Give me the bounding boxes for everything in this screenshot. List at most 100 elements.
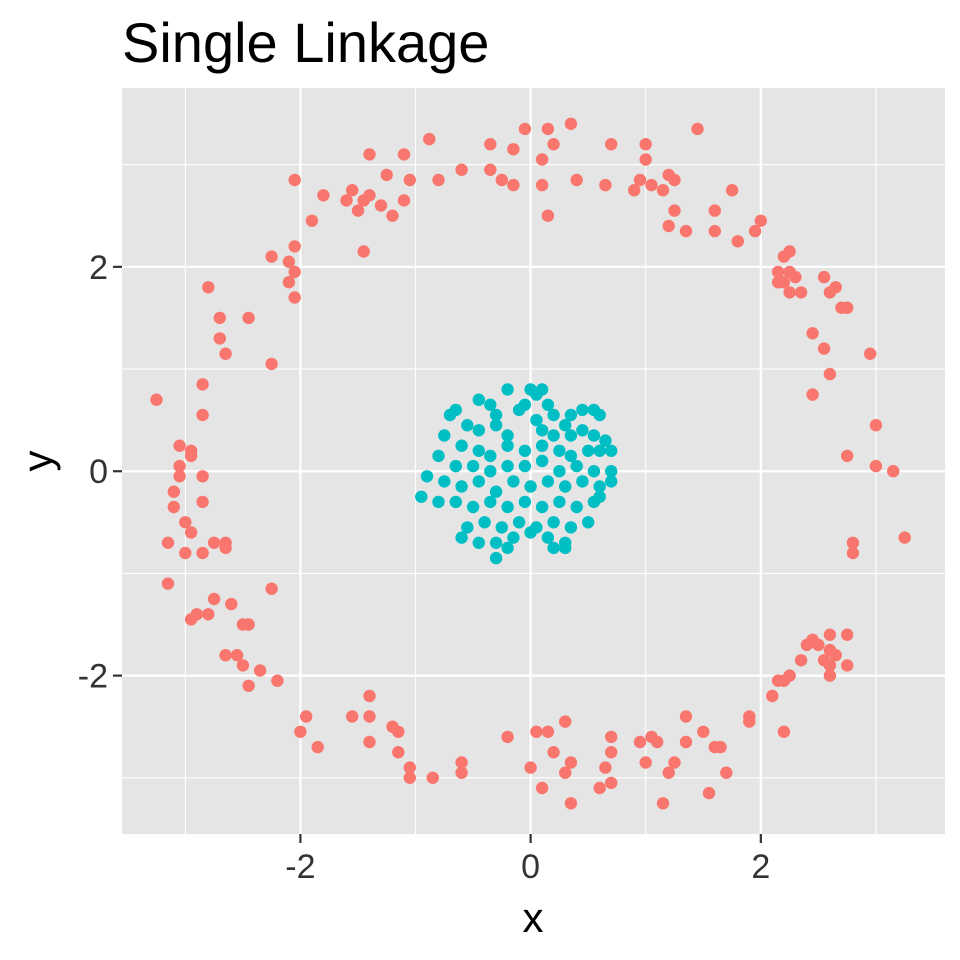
data-point — [553, 465, 566, 478]
data-point — [530, 725, 543, 738]
data-point — [593, 408, 606, 422]
data-point — [783, 265, 796, 279]
data-point — [489, 551, 503, 565]
data-point — [817, 270, 831, 284]
data-point — [570, 173, 583, 187]
data-point — [697, 725, 710, 738]
data-point — [823, 367, 837, 381]
data-point — [530, 413, 543, 427]
data-point — [535, 178, 549, 192]
data-point — [305, 214, 319, 227]
data-point — [501, 429, 514, 442]
data-point — [363, 735, 376, 749]
data-point — [794, 654, 808, 667]
data-point — [489, 485, 503, 498]
data-point — [783, 286, 796, 299]
data-point — [242, 618, 255, 631]
data-point — [300, 710, 313, 723]
data-point — [535, 500, 549, 514]
y-tick-label: 2 — [89, 249, 108, 287]
data-point — [397, 194, 411, 207]
data-point — [311, 740, 324, 754]
data-points — [150, 117, 911, 810]
data-point — [771, 265, 785, 279]
data-point — [455, 766, 468, 779]
data-point — [501, 500, 514, 514]
data-point — [535, 424, 549, 437]
data-point — [605, 746, 618, 759]
data-point — [547, 746, 560, 759]
data-point — [743, 715, 756, 728]
data-point — [317, 189, 330, 202]
data-point — [196, 495, 209, 509]
data-point — [887, 465, 900, 478]
data-point — [501, 439, 514, 452]
data-point — [547, 138, 560, 151]
data-point — [392, 746, 405, 759]
data-point — [507, 531, 520, 544]
data-point — [271, 674, 284, 687]
data-point — [501, 383, 514, 396]
data-point — [518, 122, 532, 136]
data-point — [817, 342, 831, 355]
data-point — [432, 173, 445, 187]
data-point — [639, 153, 652, 166]
data-point — [605, 465, 618, 478]
data-point — [731, 235, 744, 248]
data-point — [207, 536, 221, 549]
data-point — [265, 250, 278, 263]
data-point — [547, 408, 560, 422]
data-point — [541, 531, 555, 544]
data-point — [691, 122, 704, 136]
data-point — [455, 531, 468, 544]
data-point — [559, 766, 572, 779]
data-point — [841, 449, 854, 463]
data-point — [720, 766, 733, 779]
data-point — [564, 449, 578, 463]
data-point — [207, 592, 221, 606]
data-point — [823, 659, 837, 672]
data-point — [783, 669, 796, 682]
chart-title: Single Linkage — [122, 11, 489, 74]
data-point — [196, 378, 209, 391]
data-point — [484, 138, 497, 151]
data-point — [495, 521, 508, 534]
data-point — [380, 168, 393, 182]
data-point — [294, 725, 307, 738]
x-tick-label: 2 — [751, 848, 770, 886]
data-point — [288, 291, 301, 304]
data-point — [472, 536, 485, 549]
data-point — [576, 424, 589, 437]
data-point — [708, 204, 721, 217]
data-point — [196, 546, 209, 560]
data-point — [559, 541, 572, 555]
y-tick-label: 0 — [89, 453, 108, 491]
data-point — [288, 240, 301, 253]
data-point — [541, 725, 555, 738]
data-point — [403, 761, 416, 774]
data-point — [253, 664, 267, 677]
data-point — [679, 710, 693, 723]
data-point — [184, 613, 198, 626]
data-point — [547, 516, 560, 529]
data-point — [599, 434, 612, 447]
data-point — [605, 776, 618, 790]
data-point — [501, 541, 514, 555]
data-point — [564, 797, 578, 810]
data-point — [806, 327, 819, 340]
data-point — [599, 178, 612, 192]
data-point — [363, 710, 376, 723]
data-point — [668, 173, 681, 187]
data-point — [461, 521, 474, 534]
data-point — [864, 347, 877, 360]
data-point — [553, 444, 566, 457]
data-point — [173, 459, 186, 473]
data-point — [184, 449, 198, 463]
data-point — [633, 173, 647, 187]
data-point — [535, 153, 549, 166]
data-point — [841, 301, 854, 314]
data-point — [196, 408, 209, 422]
data-point — [340, 194, 353, 207]
data-point — [455, 439, 468, 452]
